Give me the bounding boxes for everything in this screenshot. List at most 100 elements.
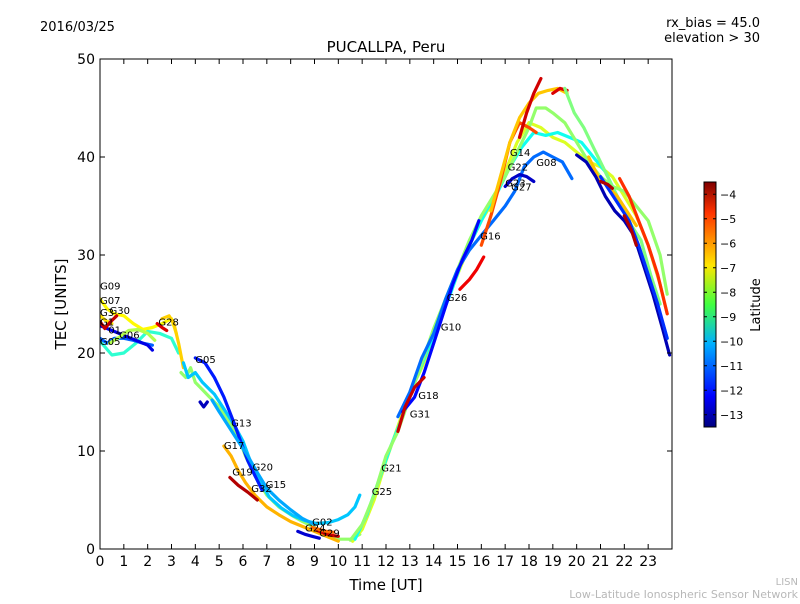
colorbar-tick-label: −10 xyxy=(720,335,743,348)
satellite-label: G08 xyxy=(536,158,556,169)
satellite-label: G31 xyxy=(410,410,430,421)
x-tick-label: 2 xyxy=(143,554,152,570)
tec-series-12 xyxy=(198,400,209,409)
chart-title: PUCALLPA, Peru xyxy=(327,38,446,56)
tec-series-16 xyxy=(315,528,340,538)
x-tick-label: 9 xyxy=(310,554,319,570)
satellite-label: G17 xyxy=(224,441,244,452)
tec-series-13 xyxy=(222,444,340,543)
x-tick-label: 21 xyxy=(592,554,610,570)
colorbar-tick-label: −7 xyxy=(720,262,736,275)
date-label: 2016/03/25 xyxy=(40,20,115,35)
colorbar-tick-label: −6 xyxy=(720,237,736,250)
colorbar-tick-label: −13 xyxy=(720,409,743,422)
x-tick-label: 13 xyxy=(401,554,419,570)
y-tick-label: 10 xyxy=(77,444,95,460)
colorbar-tick-label: −4 xyxy=(720,188,736,201)
tec-series-22 xyxy=(401,219,481,414)
tec-series-24 xyxy=(458,255,486,291)
satellite-label: G28 xyxy=(158,318,178,329)
elevation-label: elevation > 30 xyxy=(664,31,760,46)
satellite-label: G20 xyxy=(253,463,273,474)
tec-series-28 xyxy=(517,77,543,139)
rx-bias-label: rx_bias = 45.0 xyxy=(666,16,760,31)
tec-series-17 xyxy=(310,525,336,534)
x-tick-label: 1 xyxy=(119,554,128,570)
tec-series-37 xyxy=(210,398,317,527)
satellite-label: G30 xyxy=(110,306,130,317)
tec-series-7 xyxy=(160,314,185,370)
x-tick-label: 19 xyxy=(544,554,562,570)
x-tick-label: 4 xyxy=(191,554,200,570)
tec-series-25 xyxy=(396,375,426,433)
x-tick-label: 16 xyxy=(472,554,490,570)
credit-short: LISN xyxy=(776,577,798,588)
y-tick-label: 50 xyxy=(77,52,95,68)
satellite-label: G26 xyxy=(447,293,467,304)
tec-series-15 xyxy=(296,529,321,540)
satellite-label: G22 xyxy=(508,163,528,174)
satellite-label: G23 xyxy=(505,178,525,189)
x-tick-label: 10 xyxy=(329,554,347,570)
data-series xyxy=(100,77,672,543)
satellite-label: G05 xyxy=(100,337,120,348)
y-tick-label: 20 xyxy=(77,346,95,362)
tec-series-0 xyxy=(100,297,178,335)
colorbar-label: Latitude xyxy=(749,278,764,332)
x-tick-label: 12 xyxy=(377,554,395,570)
x-tick-label: 3 xyxy=(167,554,176,570)
tec-series-1 xyxy=(100,329,181,357)
x-tick-label: 22 xyxy=(615,554,633,570)
y-axis-label: TEC [UNITS] xyxy=(52,259,70,351)
satellite-label: G06 xyxy=(119,330,139,341)
x-tick-label: 14 xyxy=(425,554,443,570)
tec-series-10 xyxy=(181,361,362,526)
x-tick-label: 17 xyxy=(496,554,514,570)
satellite-label: G25 xyxy=(372,487,392,498)
x-tick-label: 18 xyxy=(520,554,538,570)
x-tick-label: 11 xyxy=(353,554,371,570)
y-tick-label: 0 xyxy=(86,542,95,558)
tec-series-31 xyxy=(587,155,638,228)
x-tick-label: 20 xyxy=(568,554,586,570)
tec-series-21 xyxy=(396,150,574,419)
tec-series-23 xyxy=(503,173,536,188)
tec-series-6 xyxy=(100,314,119,331)
tec-series-5 xyxy=(107,327,157,345)
satellite-label: G1 xyxy=(100,318,114,329)
x-axis-ticks: 0 1 2 3 4 5 6 7 8 9 10 11 12 13 14 15 16 17 18 19 20 21 22 23 xyxy=(96,59,657,570)
satellite-label: G18 xyxy=(418,391,438,402)
satellite-label: G09 xyxy=(100,281,120,292)
tec-series-19 xyxy=(353,130,669,541)
x-tick-label: 23 xyxy=(639,554,657,570)
satellite-label: G02 xyxy=(312,518,332,529)
x-tick-label: 7 xyxy=(262,554,271,570)
colorbar-tick-label: −9 xyxy=(720,311,736,324)
satellite-label: G14 xyxy=(510,148,530,159)
tec-series-32 xyxy=(618,177,669,316)
y-tick-label: 40 xyxy=(77,150,95,166)
y-tick-label: 30 xyxy=(77,248,95,264)
satellite-label: G19 xyxy=(232,468,252,479)
tec-series-11 xyxy=(193,356,264,492)
satellite-label: G13 xyxy=(231,419,251,430)
colorbar-ticks: −4 −5 −6 −7 −8 −9 −10 −11 −12 −13 xyxy=(704,188,743,422)
satellite-label: G3 xyxy=(100,308,114,319)
colorbar-tick-label: −12 xyxy=(720,384,743,397)
tec-series-9 xyxy=(179,366,362,541)
tec-series-4 xyxy=(100,324,154,352)
satellite-label: G05 xyxy=(195,355,215,366)
satellite-label: G07 xyxy=(100,296,120,307)
colorbar-tick-label: −5 xyxy=(720,213,736,226)
satellite-label: 01 xyxy=(108,325,121,336)
tec-series-8 xyxy=(155,322,169,333)
x-tick-label: 6 xyxy=(239,554,248,570)
satellite-label: G24 xyxy=(305,523,325,534)
x-tick-label: 15 xyxy=(449,554,467,570)
satellite-label: G15 xyxy=(266,480,286,491)
tec-series-35 xyxy=(598,179,614,190)
